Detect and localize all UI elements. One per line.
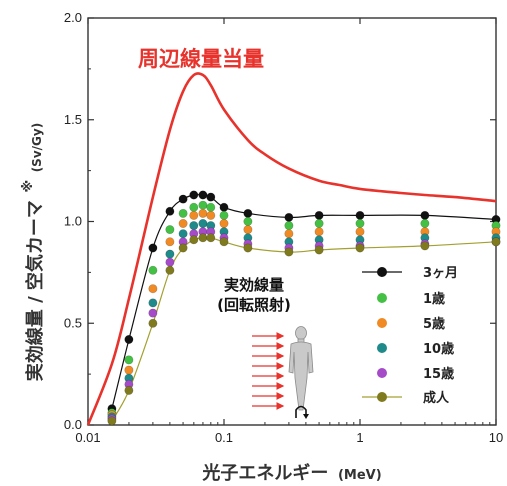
data-point-adult bbox=[243, 243, 253, 253]
y-tick-label: 2.0 bbox=[64, 10, 82, 25]
data-point-10yr bbox=[189, 221, 199, 231]
data-point-3months bbox=[148, 243, 158, 253]
data-point-5yr bbox=[314, 227, 324, 237]
data-point-3months bbox=[198, 190, 208, 200]
data-point-5yr bbox=[284, 229, 294, 239]
legend: 3ヶ月 1歳 5歳 10歳 15歳 成人 bbox=[362, 266, 458, 406]
legend-marker-1yr bbox=[377, 293, 387, 303]
data-point-5yr bbox=[198, 208, 208, 218]
legend-label-10yr: 10歳 bbox=[423, 341, 454, 357]
data-point-1yr bbox=[314, 219, 324, 229]
data-point-1yr bbox=[124, 355, 134, 365]
data-point-3months bbox=[178, 194, 188, 204]
data-point-adult bbox=[148, 318, 158, 328]
legend-label-3months: 3ヶ月 bbox=[423, 266, 458, 281]
effective-dose-label: 実効線量 bbox=[224, 276, 284, 294]
data-point-5yr bbox=[189, 210, 199, 220]
data-point-3months bbox=[189, 190, 199, 200]
legend-label-5yr: 5歳 bbox=[423, 316, 445, 332]
data-point-10yr bbox=[165, 249, 175, 259]
legend-label-15yr: 15歳 bbox=[423, 366, 454, 382]
legend-marker-5yr bbox=[377, 318, 387, 328]
data-point-10yr bbox=[148, 298, 158, 308]
data-point-adult bbox=[219, 237, 229, 247]
rotation-arrow-icon bbox=[295, 405, 309, 419]
data-point-adult bbox=[198, 233, 208, 243]
data-point-1yr bbox=[198, 200, 208, 210]
data-point-adult bbox=[314, 245, 324, 255]
data-point-adult bbox=[206, 233, 216, 243]
data-point-5yr bbox=[219, 219, 229, 229]
data-point-adult bbox=[284, 247, 294, 257]
y-tick-label: 1.0 bbox=[64, 214, 82, 229]
data-point-3months bbox=[124, 334, 134, 344]
data-point-1yr bbox=[243, 217, 253, 227]
legend-marker-10yr bbox=[377, 343, 387, 353]
series-line-ambient-dose-equivalent bbox=[86, 72, 497, 426]
data-point-adult bbox=[178, 243, 188, 253]
data-point-5yr bbox=[148, 284, 158, 294]
x-tick-label: 0.01 bbox=[75, 430, 100, 445]
legend-label-1yr: 1歳 bbox=[423, 291, 445, 307]
data-point-3months bbox=[314, 210, 324, 220]
data-point-5yr bbox=[355, 227, 365, 237]
data-point-adult bbox=[189, 235, 199, 245]
data-point-3months bbox=[206, 192, 216, 202]
data-point-3months bbox=[219, 202, 229, 212]
legend-marker-3months bbox=[377, 267, 387, 277]
data-point-3months bbox=[355, 210, 365, 220]
data-point-3months bbox=[420, 210, 430, 220]
data-point-adult bbox=[107, 416, 117, 426]
data-point-1yr bbox=[165, 225, 175, 235]
data-point-3months bbox=[165, 206, 175, 216]
data-point-1yr bbox=[148, 265, 158, 275]
legend-marker-15yr bbox=[377, 368, 387, 378]
ambient-dose-equivalent-label: 周辺線量当量 bbox=[138, 47, 264, 71]
x-axis-label: 光子エネルギー (MeV) bbox=[201, 462, 381, 484]
data-point-15yr bbox=[165, 257, 175, 267]
data-point-1yr bbox=[420, 219, 430, 229]
data-point-3months bbox=[284, 212, 294, 222]
rotational-irradiation-label: (回転照射) bbox=[217, 296, 291, 314]
data-point-1yr bbox=[189, 202, 199, 212]
data-point-1yr bbox=[206, 202, 216, 212]
data-point-adult bbox=[165, 265, 175, 275]
y-tick-label: 0.5 bbox=[64, 315, 82, 330]
data-point-5yr bbox=[178, 219, 188, 229]
x-tick-label: 0.1 bbox=[215, 430, 233, 445]
data-point-5yr bbox=[243, 225, 253, 235]
x-tick-label: 10 bbox=[489, 430, 503, 445]
data-point-3months bbox=[243, 208, 253, 218]
data-point-1yr bbox=[178, 208, 188, 218]
legend-label-adult: 成人 bbox=[423, 390, 450, 406]
data-point-5yr bbox=[206, 210, 216, 220]
irradiation-arrows-icon bbox=[252, 332, 285, 410]
data-point-adult bbox=[420, 241, 430, 251]
data-point-adult bbox=[355, 243, 365, 253]
data-point-adult bbox=[124, 385, 134, 395]
y-axis-label: 実効線量 / 空気カーマ ※ (Sv/Gy) bbox=[17, 123, 46, 381]
data-point-5yr bbox=[124, 365, 134, 375]
y-tick-label: 0.0 bbox=[64, 417, 82, 432]
data-point-10yr bbox=[198, 219, 208, 229]
data-point-1yr bbox=[355, 219, 365, 229]
human-body-icon bbox=[288, 326, 314, 411]
data-point-10yr bbox=[178, 229, 188, 239]
data-point-5yr bbox=[165, 237, 175, 247]
y-tick-label: 1.5 bbox=[64, 112, 82, 127]
data-point-15yr bbox=[148, 308, 158, 318]
x-tick-label: 1 bbox=[356, 430, 363, 445]
data-point-adult bbox=[491, 237, 501, 247]
data-point-1yr bbox=[219, 210, 229, 220]
legend-marker-adult bbox=[377, 392, 387, 402]
data-point-1yr bbox=[284, 221, 294, 231]
